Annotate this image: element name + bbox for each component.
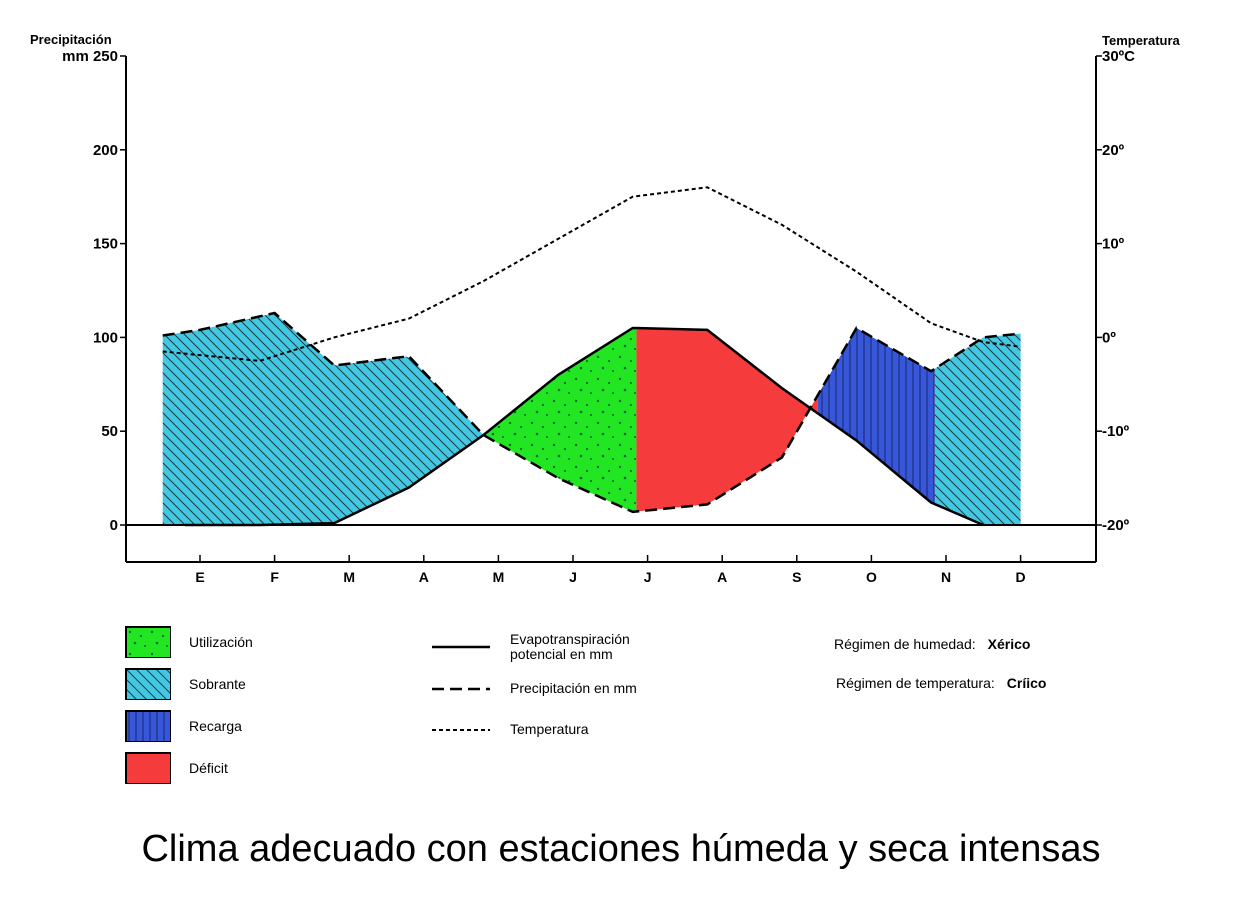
legend-sobrante: Sobrante [125, 668, 246, 700]
humidity-regime-label: Régimen de humedad: [834, 636, 976, 652]
temperature-regime: Régimen de temperatura: Críico [836, 675, 1046, 691]
left-tick-label: 150 [93, 236, 118, 253]
month-label: J [644, 569, 652, 585]
legend-line-dashed [432, 687, 490, 690]
legend-swatch-recarga [125, 710, 171, 742]
series-temperatura [162, 186, 1021, 362]
month-label: S [792, 569, 801, 585]
left-tick-label: 200 [93, 142, 118, 159]
climate-chart: 0 50 100 150 200 mm 250 -20º -10º 0º 10º 20º 30ºC E F… [62, 48, 1135, 585]
region-utilizacion [487, 328, 637, 512]
left-axis-title: Precipitación [30, 32, 112, 47]
left-tick-label: 50 [101, 423, 118, 440]
right-tick-label: 10º [1102, 236, 1125, 253]
region-deficit [636, 328, 818, 512]
legend-label-evapotranspiracion: Evapotranspiración potencial en mm [510, 631, 630, 662]
legend-utilizacion: Utilización [125, 626, 253, 658]
legend-label-deficit: Déficit [189, 760, 228, 776]
left-tick-label: mm 250 [62, 48, 118, 65]
series-evapotranspiracion [185, 326, 984, 527]
legend-precipitacion: Precipitación en mm [432, 681, 637, 696]
legend-swatch-deficit [125, 752, 171, 784]
right-tick-label: 0º [1102, 329, 1116, 346]
region-sobrante-1 [162, 313, 488, 525]
left-tick-label: 100 [93, 329, 118, 346]
right-axis-title: Temperatura [1102, 33, 1180, 48]
legend-line-solid [432, 645, 490, 649]
month-label: A [419, 569, 429, 585]
month-label: M [343, 569, 355, 585]
legend-label-recarga: Recarga [189, 718, 242, 734]
legend-label-precipitacion: Precipitación en mm [510, 680, 637, 696]
legend-label-sobrante: Sobrante [189, 676, 246, 692]
legend-label-temperatura: Temperatura [510, 721, 589, 737]
right-tick-label: 30ºC [1102, 48, 1135, 65]
month-label: O [866, 569, 877, 585]
right-tick-label: -10º [1102, 423, 1130, 440]
month-label: M [493, 569, 505, 585]
right-tick-label: 20º [1102, 142, 1125, 159]
month-label: F [270, 569, 279, 585]
legend-temperatura: Temperatura [432, 722, 589, 737]
left-tick-label: 0 [110, 517, 118, 534]
series-precipitacion [162, 311, 1021, 514]
right-tick-label: -20º [1102, 517, 1130, 534]
temperature-regime-label: Régimen de temperatura: [836, 675, 995, 691]
month-label: J [569, 569, 577, 585]
figure-caption: Clima adecuado con estaciones húmeda y s… [141, 828, 1101, 870]
month-label: N [941, 569, 951, 585]
region-recarga [817, 328, 935, 505]
month-label: E [195, 569, 204, 585]
legend-evapotranspiracion: Evapotranspiración potencial en mm [432, 632, 630, 662]
month-label: D [1016, 569, 1026, 585]
legend-line-dotted [432, 728, 490, 731]
legend-recarga: Recarga [125, 710, 242, 742]
legend-swatch-sobrante [125, 668, 171, 700]
humidity-regime-value: Xérico [987, 636, 1031, 652]
region-sobrante-2 [934, 333, 1021, 525]
temperature-regime-value: Críico [1006, 675, 1047, 691]
humidity-regime: Régimen de humedad: Xérico [834, 636, 1030, 652]
legend-label-utilizacion: Utilización [189, 634, 253, 650]
month-label: A [717, 569, 727, 585]
legend-deficit: Déficit [125, 752, 228, 784]
legend-swatch-utilizacion [125, 626, 171, 658]
